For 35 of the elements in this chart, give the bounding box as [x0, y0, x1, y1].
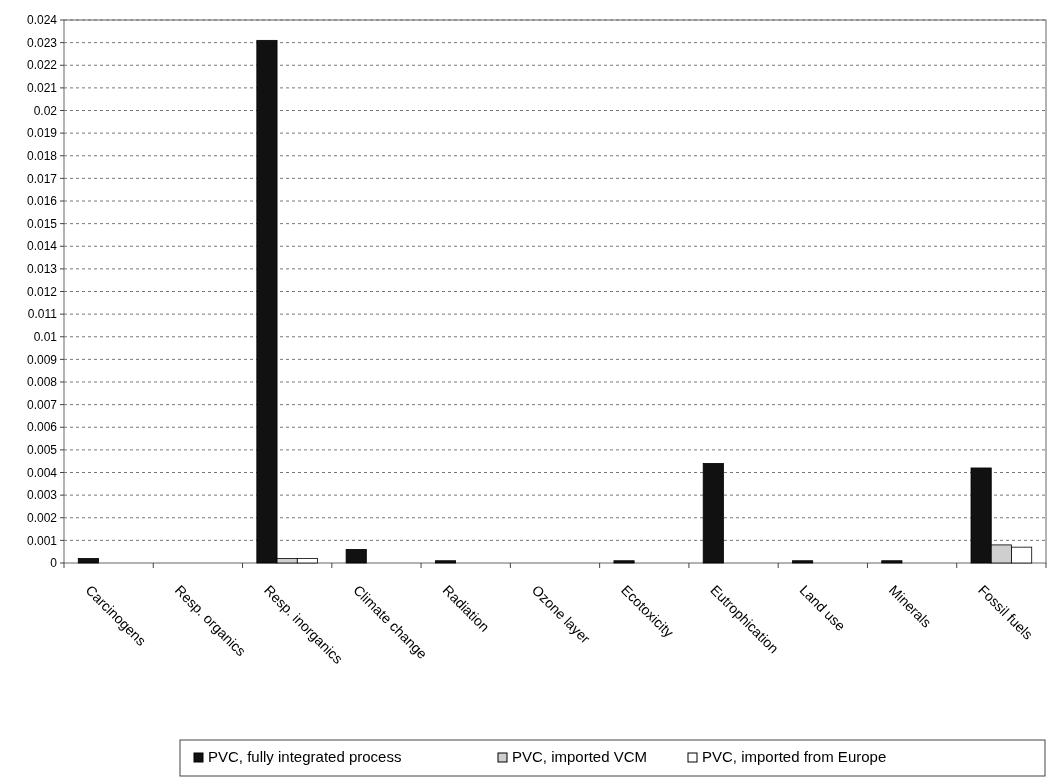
y-tick-label: 0.006: [26, 420, 58, 435]
y-tick-label: 0.015: [26, 216, 58, 231]
y-tick-label: 0.008: [26, 375, 58, 390]
legend-label: PVC, imported VCM: [512, 748, 648, 765]
bar: [345, 549, 367, 564]
y-tick-label: 0: [50, 556, 58, 571]
bar: [77, 558, 99, 564]
y-tick-label: 0.02: [33, 103, 58, 118]
y-tick-label: 0.024: [26, 13, 58, 28]
legend-label: PVC, fully integrated process: [208, 748, 402, 765]
y-tick-label: 0.01: [33, 329, 58, 344]
y-tick-label: 0.004: [26, 465, 58, 480]
y-tick-label: 0.003: [26, 488, 58, 503]
y-tick-label: 0.005: [26, 443, 58, 458]
y-tick-label: 0.022: [26, 58, 58, 73]
legend-label: PVC, imported from Europe: [702, 748, 887, 765]
y-tick-label: 0.019: [26, 126, 58, 141]
y-tick-label: 0.018: [26, 148, 58, 163]
bar: [434, 560, 457, 564]
bar: [702, 463, 724, 564]
y-tick-label: 0.012: [26, 284, 58, 299]
y-tick-label: 0.002: [26, 510, 58, 525]
bar: [613, 560, 635, 564]
y-tick-label: 0.009: [26, 352, 58, 367]
y-tick-label: 0.016: [26, 194, 58, 209]
bar: [881, 560, 903, 564]
bar: [792, 560, 814, 564]
y-tick-label: 0.007: [26, 397, 58, 412]
y-tick-label: 0.011: [27, 307, 58, 322]
y-tick-label: 0.013: [26, 262, 58, 277]
y-tick-label: 0.017: [26, 171, 58, 186]
y-tick-label: 0.014: [26, 239, 58, 254]
y-tick-label: 0.023: [26, 35, 58, 50]
y-tick-label: 0.001: [26, 533, 58, 548]
y-tick-label: 0.021: [26, 81, 58, 96]
